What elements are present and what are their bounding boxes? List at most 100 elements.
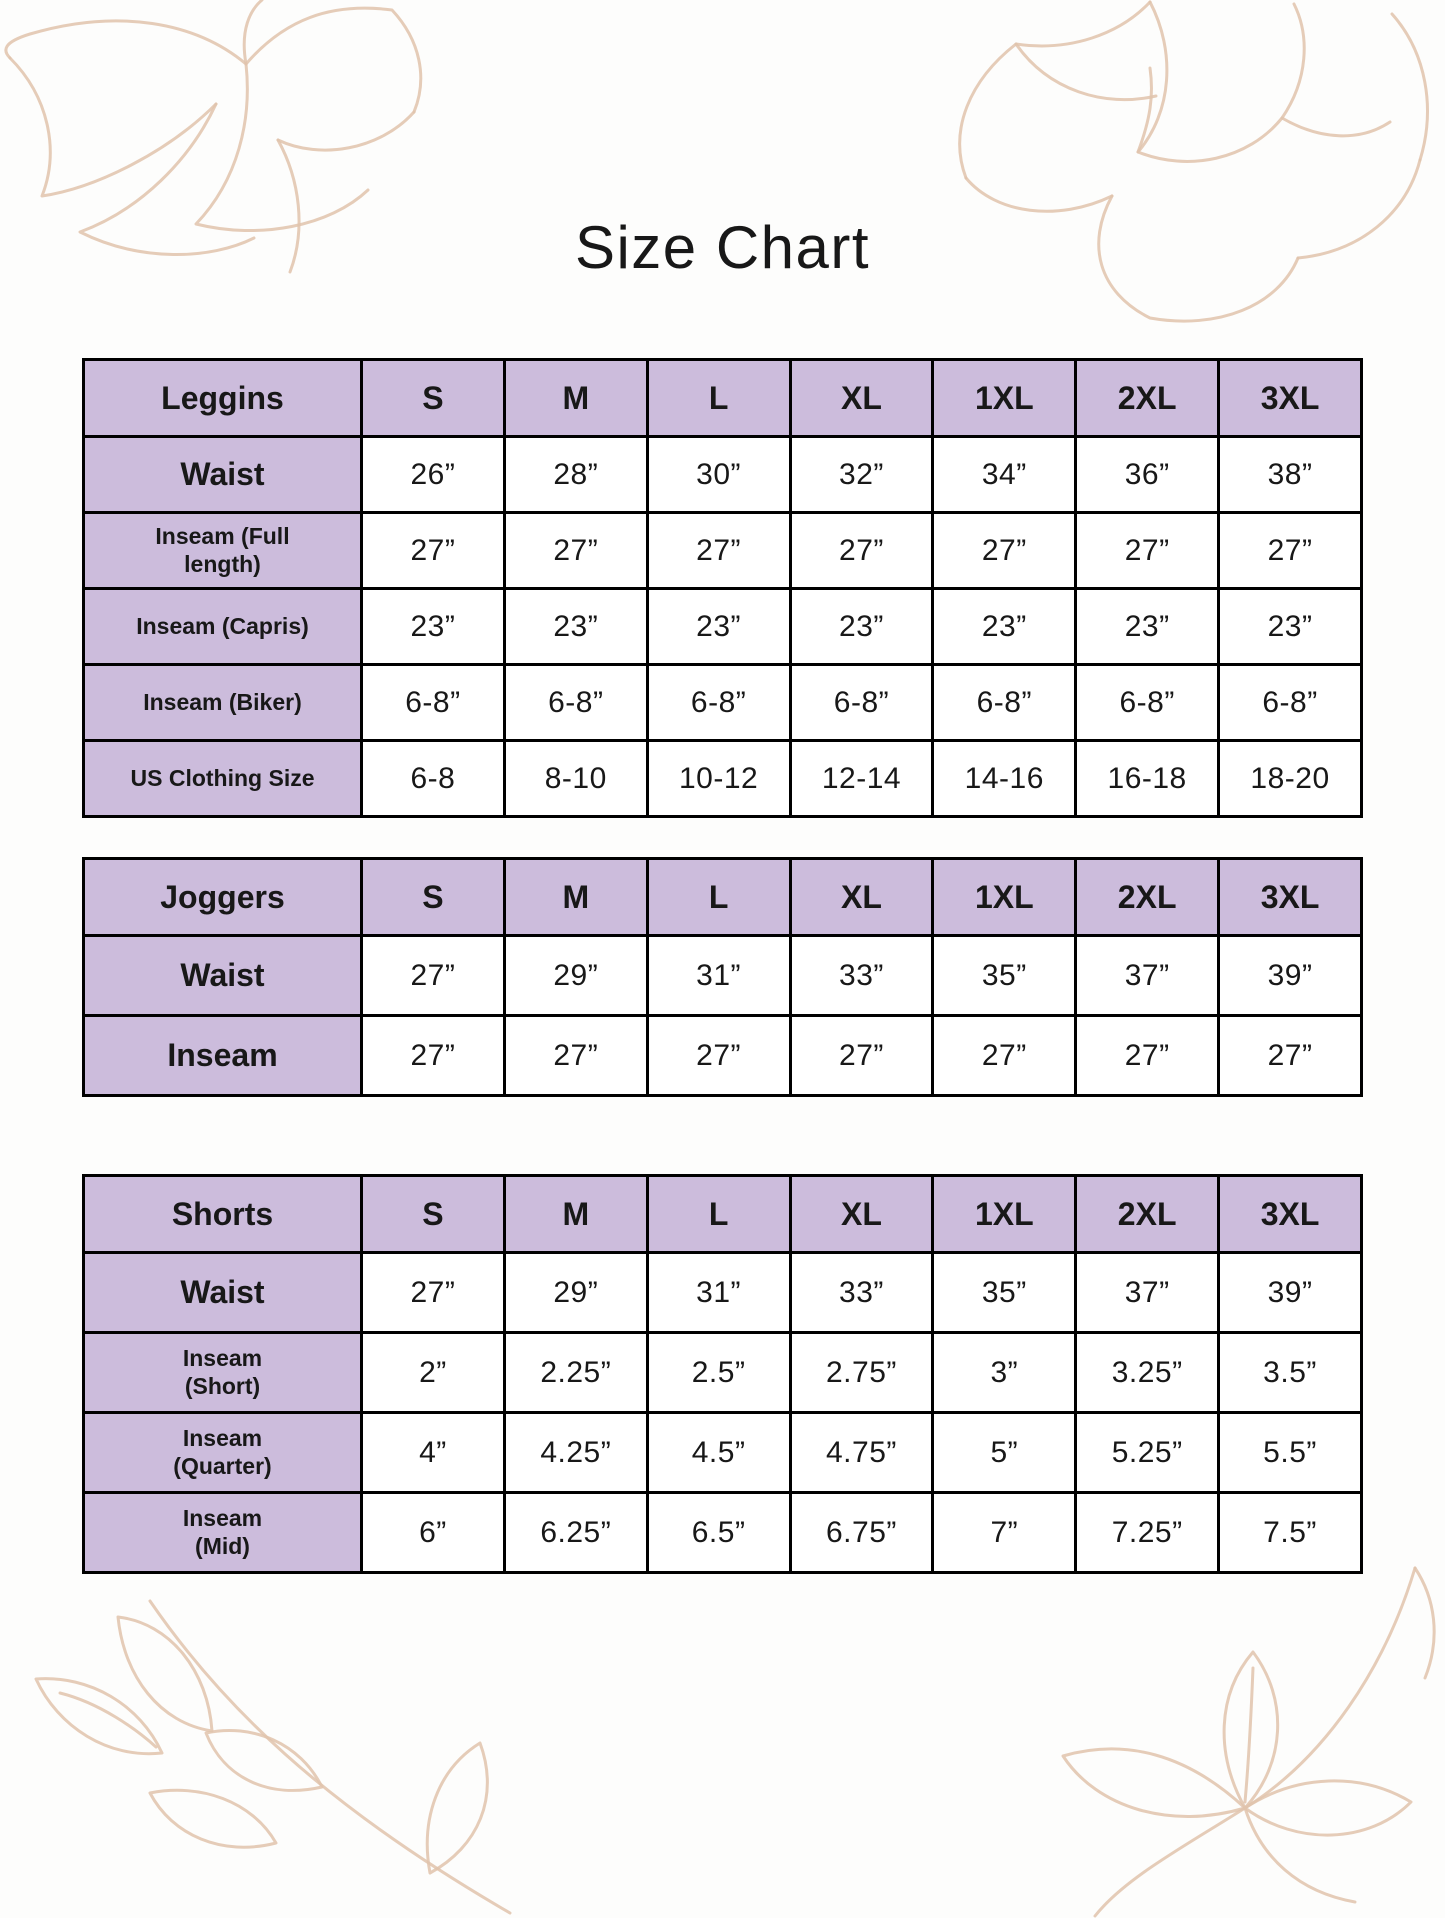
table-row: Waist 27” 29” 31” 33” 35” 37” 39”: [82, 934, 1363, 1017]
size-value-cell: 33”: [788, 1251, 935, 1334]
size-value-cell: 27”: [1217, 1014, 1363, 1097]
table-title-cell: Joggers: [82, 857, 363, 937]
size-table-grid: Joggers S M L XL 1XL 2XL 3XL Waist 27” 29” 31” 33” 35…: [82, 857, 1363, 1097]
size-value-cell: 30”: [645, 435, 792, 514]
table-row: Inseam 27” 27” 27” 27” 27” 27” 27”: [82, 1014, 1363, 1097]
size-column-header: XL: [788, 1174, 935, 1254]
size-value-cell: 5.5”: [1217, 1411, 1363, 1494]
size-value-cell: 27”: [788, 511, 935, 590]
size-value-cell: 6-8: [360, 739, 506, 818]
size-value-cell: 6-8”: [502, 663, 649, 742]
table-row: Waist 27” 29” 31” 33” 35” 37” 39”: [82, 1251, 1363, 1334]
size-value-cell: 27”: [360, 511, 506, 590]
size-value-cell: 10-12: [645, 739, 792, 818]
size-value-cell: 6-8”: [931, 663, 1078, 742]
row-label-cell: Inseam: [82, 1014, 363, 1097]
size-value-cell: 18-20: [1217, 739, 1363, 818]
size-value-cell: 12-14: [788, 739, 935, 818]
size-column-header: M: [502, 1174, 649, 1254]
size-value-cell: 28”: [502, 435, 649, 514]
size-column-header: 2XL: [1074, 1174, 1221, 1254]
table-row: Inseam (Quarter) 4” 4.25” 4.5” 4.75” 5” 5.25” 5…: [82, 1411, 1363, 1494]
table-row: US Clothing Size 6-8 8-10 10-12 12-14 14-16 16…: [82, 739, 1363, 818]
size-value-cell: 23”: [788, 587, 935, 666]
row-label-cell: Inseam (Capris): [82, 587, 363, 666]
size-value-cell: 35”: [931, 934, 1078, 1017]
leaf-branch-line-sketch-icon: [1061, 1566, 1436, 1918]
size-value-cell: 5.25”: [1074, 1411, 1221, 1494]
row-label-cell: Inseam (Full length): [82, 511, 363, 590]
size-value-cell: 6-8”: [788, 663, 935, 742]
size-value-cell: 36”: [1074, 435, 1221, 514]
size-column-header: 2XL: [1074, 358, 1221, 438]
size-value-cell: 23”: [502, 587, 649, 666]
size-value-cell: 27”: [931, 511, 1078, 590]
size-column-header: 1XL: [931, 358, 1078, 438]
size-value-cell: 38”: [1217, 435, 1363, 514]
size-value-cell: 29”: [502, 1251, 649, 1334]
size-value-cell: 27”: [645, 511, 792, 590]
size-column-header: 3XL: [1217, 1174, 1363, 1254]
row-label-cell: Waist: [82, 934, 363, 1017]
size-column-header: S: [360, 1174, 506, 1254]
table-title-cell: Shorts: [82, 1174, 363, 1254]
size-value-cell: 39”: [1217, 934, 1363, 1017]
row-label-cell: Waist: [82, 1251, 363, 1334]
size-table-grid: Shorts S M L XL 1XL 2XL 3XL Waist 27” 29” 31” 33” 35”…: [82, 1174, 1363, 1574]
row-label-cell: Inseam (Short): [82, 1331, 363, 1414]
size-value-cell: 4.5”: [645, 1411, 792, 1494]
size-value-cell: 27”: [360, 1251, 506, 1334]
size-value-cell: 29”: [502, 934, 649, 1017]
size-value-cell: 37”: [1074, 1251, 1221, 1334]
table-row: Inseam (Full length) 27” 27” 27” 27” 27” 27” 27…: [82, 511, 1363, 590]
table-row: Inseam (Mid) 6” 6.25” 6.5” 6.75” 7” 7.25” 7.5”: [82, 1491, 1363, 1574]
size-column-header: XL: [788, 358, 935, 438]
size-value-cell: 6.5”: [645, 1491, 792, 1574]
size-value-cell: 23”: [931, 587, 1078, 666]
leaf-branch-line-sketch-icon: [34, 1599, 512, 1915]
size-value-cell: 33”: [788, 934, 935, 1017]
size-value-cell: 39”: [1217, 1251, 1363, 1334]
page-title: Size Chart: [574, 214, 871, 281]
size-value-cell: 6.75”: [788, 1491, 935, 1574]
size-value-cell: 8-10: [502, 739, 649, 818]
size-column-header: S: [360, 857, 506, 937]
size-column-header: M: [502, 857, 649, 937]
size-value-cell: 27”: [645, 1014, 792, 1097]
size-value-cell: 6-8”: [645, 663, 792, 742]
size-column-header: S: [360, 358, 506, 438]
size-value-cell: 4.25”: [502, 1411, 649, 1494]
size-value-cell: 32”: [788, 435, 935, 514]
leggins-size-table: Leggins S M L XL 1XL 2XL 3XL Waist 26” 28” 30” 32” 34…: [82, 358, 1363, 818]
size-column-header: M: [502, 358, 649, 438]
size-value-cell: 27”: [1074, 1014, 1221, 1097]
size-value-cell: 26”: [360, 435, 506, 514]
size-column-header: L: [645, 358, 792, 438]
size-value-cell: 27”: [360, 1014, 506, 1097]
size-value-cell: 27”: [931, 1014, 1078, 1097]
size-table-grid: Leggins S M L XL 1XL 2XL 3XL Waist 26” 28” 30” 32” 34…: [82, 358, 1363, 818]
size-value-cell: 6-8”: [1217, 663, 1363, 742]
size-value-cell: 31”: [645, 934, 792, 1017]
size-value-cell: 7”: [931, 1491, 1078, 1574]
size-value-cell: 2”: [360, 1331, 506, 1414]
row-label-cell: Waist: [82, 435, 363, 514]
row-label-cell: Inseam (Biker): [82, 663, 363, 742]
size-value-cell: 14-16: [931, 739, 1078, 818]
size-value-cell: 27”: [360, 934, 506, 1017]
size-value-cell: 6”: [360, 1491, 506, 1574]
size-value-cell: 31”: [645, 1251, 792, 1334]
row-label-cell: US Clothing Size: [82, 739, 363, 818]
peony-line-sketch-icon: [958, 0, 1429, 323]
size-value-cell: 23”: [645, 587, 792, 666]
size-value-cell: 23”: [360, 587, 506, 666]
size-column-header: L: [645, 1174, 792, 1254]
size-value-cell: 4.75”: [788, 1411, 935, 1494]
size-value-cell: 6-8”: [1074, 663, 1221, 742]
joggers-size-table: Joggers S M L XL 1XL 2XL 3XL Waist 27” 29” 31” 33” 35…: [82, 857, 1363, 1097]
size-value-cell: 27”: [1217, 511, 1363, 590]
size-value-cell: 7.25”: [1074, 1491, 1221, 1574]
size-value-cell: 5”: [931, 1411, 1078, 1494]
table-row: Inseam (Capris) 23” 23” 23” 23” 23” 23” 23”: [82, 587, 1363, 666]
